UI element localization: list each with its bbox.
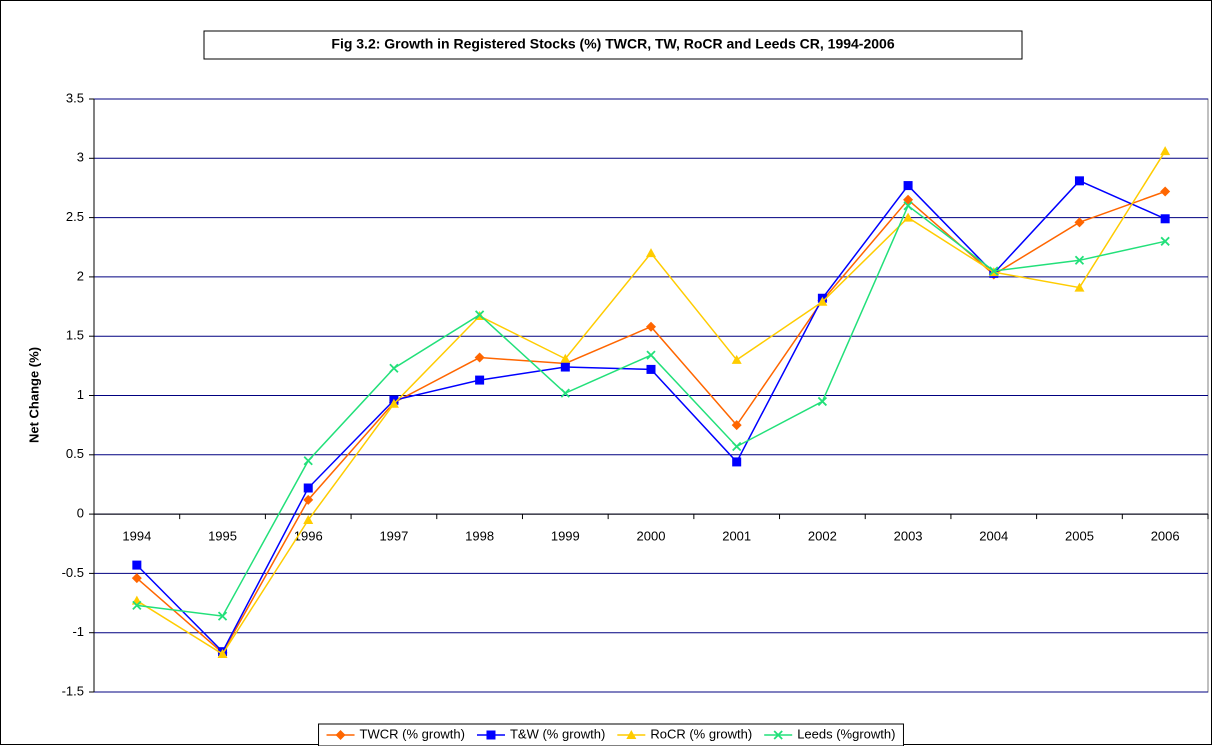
- marker: [389, 363, 399, 373]
- marker: [388, 398, 399, 408]
- marker: [1160, 146, 1171, 156]
- title-box: [203, 30, 1023, 60]
- marker: [131, 573, 142, 584]
- legend: TWCR (% growth) T&W (% growth) RoCR (% gro…: [318, 723, 904, 746]
- marker: [1160, 186, 1171, 197]
- y-tick-label: 3.5: [66, 90, 84, 105]
- marker: [1074, 217, 1085, 228]
- y-tick-label: 2.5: [66, 209, 84, 224]
- x-tick-label: 2000: [637, 529, 666, 544]
- marker: [1160, 214, 1170, 224]
- marker: [731, 420, 742, 431]
- marker: [626, 730, 637, 739]
- marker: [474, 352, 485, 363]
- legend-label: Leeds (%growth): [797, 726, 895, 741]
- marker: [646, 248, 656, 258]
- marker: [1160, 236, 1170, 246]
- y-tick-label: -1.5: [62, 683, 84, 698]
- marker: [903, 201, 913, 211]
- marker: [217, 649, 228, 659]
- marker: [1074, 255, 1085, 265]
- marker: [560, 353, 571, 363]
- marker: [474, 310, 485, 320]
- x-tick-label: 2005: [1065, 529, 1094, 544]
- marker: [303, 483, 313, 493]
- marker: [303, 515, 314, 525]
- marker: [303, 456, 313, 466]
- y-tick-label: 1.5: [66, 328, 84, 343]
- marker: [903, 181, 913, 191]
- x-tick-label: 2006: [1151, 529, 1180, 544]
- marker: [1074, 176, 1084, 186]
- marker: [560, 362, 570, 372]
- marker: [732, 441, 742, 452]
- x-tick-label: 2002: [808, 529, 837, 544]
- y-tick-label: -0.5: [62, 565, 84, 580]
- legend-box: [318, 723, 904, 746]
- x-tick-label: 2001: [722, 529, 751, 544]
- y-tick-label: -1: [72, 624, 84, 639]
- marker: [989, 266, 999, 276]
- marker: [217, 611, 228, 621]
- marker: [903, 212, 914, 222]
- marker: [303, 494, 314, 505]
- y-tick-label: 0.5: [66, 446, 84, 461]
- legend-label: TWCR (% growth): [360, 726, 465, 741]
- x-tick-label: 1998: [465, 529, 494, 544]
- marker: [773, 730, 783, 740]
- x-tick-label: 2004: [979, 529, 1008, 544]
- marker: [335, 730, 346, 740]
- marker: [731, 354, 742, 364]
- x-tick-label: 1999: [551, 529, 580, 544]
- marker: [560, 388, 570, 398]
- legend-label: RoCR (% growth): [650, 726, 752, 741]
- x-tick-label: 2003: [894, 529, 923, 544]
- y-axis-label: Net Change (%): [26, 347, 41, 443]
- y-tick-label: 1: [77, 387, 84, 402]
- marker: [646, 364, 656, 374]
- marker: [732, 457, 742, 467]
- chart-title: Fig 3.2: Growth in Registered Stocks (%)…: [331, 36, 894, 52]
- marker: [1074, 282, 1085, 292]
- x-tick-label: 1994: [122, 529, 151, 544]
- legend-label: T&W (% growth): [510, 726, 605, 741]
- marker: [817, 296, 828, 306]
- marker: [486, 730, 496, 740]
- marker: [817, 396, 828, 407]
- marker: [132, 600, 142, 611]
- marker: [646, 350, 656, 360]
- marker: [475, 375, 485, 385]
- marker: [132, 560, 142, 570]
- marker: [646, 321, 656, 332]
- x-tick-label: 1995: [208, 529, 237, 544]
- y-tick-label: 2: [77, 268, 84, 283]
- y-tick-label: 0: [77, 506, 84, 521]
- x-tick-label: 1997: [379, 529, 408, 544]
- y-tick-label: 3: [77, 150, 84, 165]
